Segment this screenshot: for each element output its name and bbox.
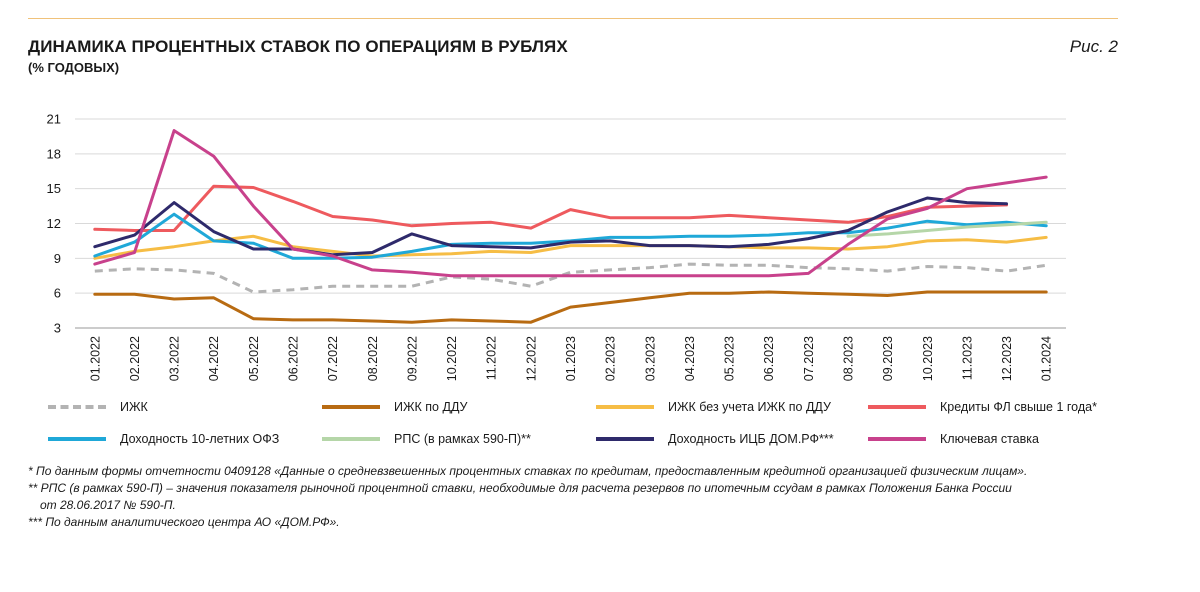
footnote-1: * По данным формы отчетности 0409128 «Да…	[28, 464, 1028, 478]
legend-label: ИЖК по ДДУ	[394, 400, 468, 414]
footnote-2: ** РПС (в рамках 590-П) – значения показ…	[28, 481, 1012, 495]
x-tick-label: 09.2023	[881, 336, 895, 381]
grid-lines	[75, 118, 1066, 329]
legend-item: Доходность ИЦБ ДОМ.РФ***	[596, 430, 834, 448]
x-tick-label: 06.2022	[287, 336, 301, 381]
y-tick-label: 21	[47, 112, 61, 127]
footnote-2-continued: от 28.06.2017 № 590-П.	[40, 498, 176, 512]
legend-item: Доходность 10-летних ОФЗ	[48, 430, 279, 448]
legend-label: РПС (в рамках 590-П)**	[394, 432, 531, 446]
x-tick-label: 05.2023	[723, 336, 737, 381]
legend-label: Доходность ИЦБ ДОМ.РФ***	[668, 432, 834, 446]
x-tick-label: 07.2022	[326, 336, 340, 381]
legend-item: ИЖК	[48, 398, 148, 416]
legend-label: Доходность 10-летних ОФЗ	[120, 432, 280, 446]
series-line	[93, 212, 1048, 260]
top-rule	[28, 18, 1118, 19]
x-tick-label: 10.2022	[445, 336, 459, 381]
legend-swatch	[322, 405, 380, 409]
y-tick-labels: 3 6 9 12 15 18 21	[47, 112, 61, 336]
line-chart: 3 6 9 12 15 18 21 01.2022 02.2022 03.2022 04.2022…	[47, 112, 1066, 381]
x-tick-label: 12.2022	[524, 336, 538, 381]
x-tick-label: 08.2023	[841, 336, 855, 381]
legend-item: РПС (в рамках 590-П)**	[322, 430, 531, 448]
legend-swatch	[48, 405, 106, 409]
x-tick-label: 03.2022	[168, 336, 182, 381]
legend-label: Ключевая ставка	[940, 432, 1039, 446]
y-tick-label: 9	[54, 251, 61, 266]
x-tick-label: 05.2022	[247, 336, 261, 381]
x-tick-label: 07.2023	[802, 336, 816, 381]
x-tick-label: 09.2022	[405, 336, 419, 381]
x-tick-label: 03.2023	[643, 336, 657, 381]
chart-title: ДИНАМИКА ПРОЦЕНТНЫХ СТАВОК ПО ОПЕРАЦИЯМ …	[28, 37, 568, 56]
legend-swatch	[868, 437, 926, 441]
series-line	[93, 234, 1048, 260]
x-tick-label: 01.2023	[564, 336, 578, 381]
series-line	[94, 262, 1047, 294]
footnotes: * По данным формы отчетности 0409128 «Да…	[28, 463, 1138, 531]
series-line	[93, 184, 1008, 232]
x-tick-label: 02.2023	[604, 336, 618, 381]
x-tick-label: 12.2023	[1000, 336, 1014, 381]
x-tick-label: 08.2022	[366, 336, 380, 381]
series-line	[93, 129, 1048, 278]
figure-label: Рис. 2	[1069, 37, 1118, 56]
legend-swatch	[48, 437, 106, 441]
y-tick-label: 12	[47, 216, 61, 231]
x-tick-label: 04.2023	[683, 336, 697, 381]
legend-swatch	[868, 405, 926, 409]
y-tick-label: 15	[47, 181, 61, 196]
x-tick-label: 01.2022	[88, 336, 102, 381]
footnote-3: *** По данным аналитического центра АО «…	[28, 515, 340, 529]
x-tick-label: 01.2024	[1040, 336, 1054, 381]
x-tick-label: 11.2023	[960, 336, 974, 380]
series-lines	[93, 129, 1048, 324]
legend-swatch	[322, 437, 380, 441]
x-tick-label: 10.2023	[921, 336, 935, 381]
y-tick-label: 6	[54, 286, 61, 301]
legend-label: Кредиты ФЛ свыше 1 года*	[940, 400, 1097, 414]
legend-label: ИЖК	[120, 400, 148, 414]
y-tick-label: 18	[47, 146, 61, 161]
legend-swatch	[596, 405, 654, 409]
x-tick-label: 11.2022	[485, 336, 499, 380]
series-line	[93, 196, 1008, 257]
x-tick-label: 06.2023	[762, 336, 776, 381]
x-tick-label: 04.2022	[207, 336, 221, 381]
legend-item: Кредиты ФЛ свыше 1 года*	[868, 398, 1097, 416]
x-tick-labels: 01.2022 02.2022 03.2022 04.2022 05.2022 06.20…	[88, 336, 1053, 381]
x-tick-label: 02.2022	[128, 336, 142, 381]
series-line	[846, 220, 1048, 238]
legend-label: ИЖК без учета ИЖК по ДДУ	[668, 400, 831, 414]
y-tick-label: 3	[54, 321, 61, 336]
series-line	[93, 290, 1048, 324]
chart-subtitle: (% ГОДОВЫХ)	[28, 60, 120, 75]
legend-item: Ключевая ставка	[868, 430, 1039, 448]
legend-swatch	[596, 437, 654, 441]
legend-item: ИЖК по ДДУ	[322, 398, 468, 416]
legend-item: ИЖК без учета ИЖК по ДДУ	[596, 398, 831, 416]
